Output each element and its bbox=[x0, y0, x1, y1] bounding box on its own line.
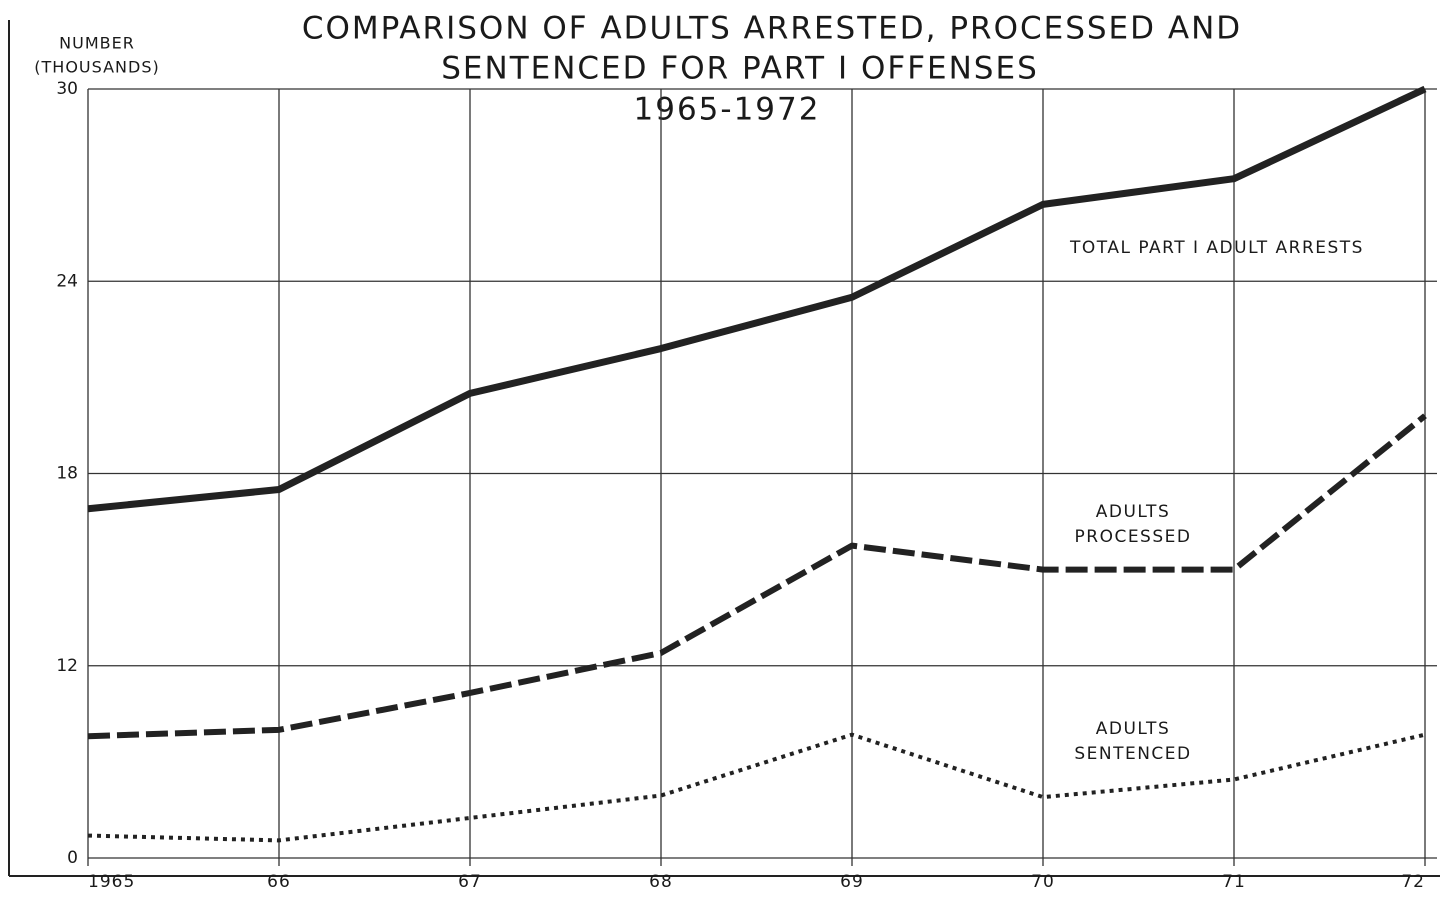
y-tick-label: 0 bbox=[67, 848, 78, 868]
chart-title: 1965-1972 bbox=[634, 92, 821, 128]
series-label: ADULTS PROCESSED bbox=[1075, 502, 1192, 547]
x-tick-label: 69 bbox=[840, 872, 864, 892]
y-axis-label: NUMBER bbox=[59, 34, 135, 53]
series-label-line: TOTAL PART I ADULT ARRESTS bbox=[1069, 238, 1364, 258]
x-tick-label: 72 bbox=[1401, 872, 1425, 892]
y-tick-label: 18 bbox=[56, 464, 78, 484]
series-line bbox=[87, 413, 1427, 740]
x-tick-label: 68 bbox=[649, 872, 673, 892]
x-tick-label: 1965 bbox=[88, 872, 135, 892]
series-label: ADULTS SENTENCED bbox=[1074, 719, 1191, 764]
x-tick-label: 66 bbox=[267, 872, 291, 892]
y-tick-label: 12 bbox=[56, 656, 78, 676]
x-tick-label: 70 bbox=[1031, 872, 1055, 892]
x-tick-label: 71 bbox=[1222, 872, 1246, 892]
series-label-line: ADULTS bbox=[1096, 719, 1170, 739]
series-label-line: PROCESSED bbox=[1075, 527, 1192, 547]
chart-title: COMPARISON OF ADULTS ARRESTED, PROCESSED… bbox=[302, 11, 1242, 47]
y-tick-label: 24 bbox=[56, 271, 78, 291]
series-label-line: ADULTS bbox=[1096, 502, 1170, 522]
series-line bbox=[87, 732, 1426, 843]
x-tick-label: 67 bbox=[458, 872, 482, 892]
chart-title: SENTENCED FOR PART I OFFENSES bbox=[441, 51, 1039, 87]
y-axis-label: (THOUSANDS) bbox=[34, 58, 159, 77]
series-label-line: SENTENCED bbox=[1074, 744, 1191, 764]
series-line bbox=[87, 85, 1427, 513]
series-label: TOTAL PART I ADULT ARRESTS bbox=[1069, 238, 1364, 258]
y-tick-label: 30 bbox=[56, 79, 78, 99]
